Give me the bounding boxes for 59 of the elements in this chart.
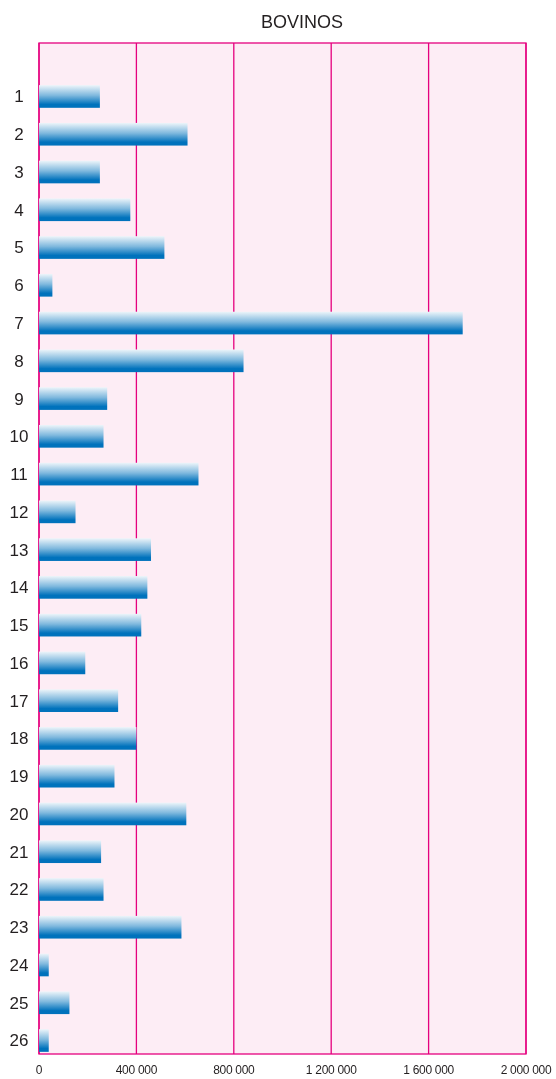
y-tick-label: 6 — [14, 276, 24, 296]
y-tick-label: 11 — [10, 465, 28, 485]
x-tick-label: 400 000 — [115, 1063, 158, 1077]
bar — [39, 991, 70, 1015]
y-tick-label: 13 — [9, 540, 29, 560]
y-tick-label: 1 — [14, 87, 24, 107]
chart-title: BOVINOS — [260, 12, 344, 32]
y-tick-label: 3 — [14, 162, 24, 182]
y-tick-label: 22 — [9, 880, 29, 900]
bar — [39, 689, 119, 712]
y-tick-label: 17 — [9, 691, 29, 711]
y-tick-label: 18 — [9, 729, 29, 749]
y-tick-label: 12 — [9, 502, 29, 522]
y-tick-label: 10 — [9, 427, 29, 447]
y-tick-label: 25 — [9, 993, 29, 1013]
y-tick-label: 20 — [9, 804, 29, 824]
y-tick-label: 23 — [9, 918, 29, 938]
bar — [39, 311, 463, 335]
y-tick-label: 2 — [14, 125, 24, 145]
y-tick-label: 21 — [9, 842, 29, 862]
x-tick-label: 2 000 000 — [500, 1063, 552, 1077]
bar — [39, 915, 182, 939]
y-tick-label: 9 — [14, 389, 24, 409]
bar — [39, 840, 102, 864]
bar — [39, 198, 131, 222]
bar — [39, 160, 100, 184]
bar — [39, 651, 86, 675]
y-tick-label: 16 — [9, 653, 29, 673]
y-tick-label: 4 — [14, 200, 24, 220]
y-tick-label: 7 — [14, 314, 24, 333]
bar — [39, 764, 115, 788]
bar — [39, 122, 188, 146]
bar — [39, 273, 53, 297]
x-tick-label: 1 200 000 — [305, 1063, 358, 1077]
y-tick-label: 24 — [9, 955, 29, 975]
bar — [39, 236, 165, 259]
y-tick-label: 26 — [9, 1031, 29, 1051]
y-tick-label: 15 — [9, 616, 29, 636]
bar — [39, 878, 104, 901]
x-tick-label: 0 — [35, 1063, 43, 1077]
y-tick-label: 19 — [9, 767, 29, 787]
bar — [39, 387, 108, 410]
bar — [39, 727, 137, 750]
bar — [39, 1029, 49, 1052]
bar — [39, 349, 244, 373]
y-tick-label: 8 — [14, 351, 24, 371]
bar — [39, 576, 148, 599]
y-tick-label: 5 — [14, 238, 24, 258]
bar — [39, 953, 49, 977]
bar — [39, 425, 104, 448]
bar — [39, 85, 100, 108]
x-tick-label: 800 000 — [213, 1063, 256, 1077]
y-tick-label: 14 — [9, 578, 29, 598]
bar — [39, 613, 142, 637]
bar — [39, 500, 76, 524]
bar — [39, 538, 152, 561]
bar — [39, 802, 187, 826]
bar — [39, 462, 199, 486]
x-tick-label: 1 600 000 — [403, 1063, 455, 1077]
